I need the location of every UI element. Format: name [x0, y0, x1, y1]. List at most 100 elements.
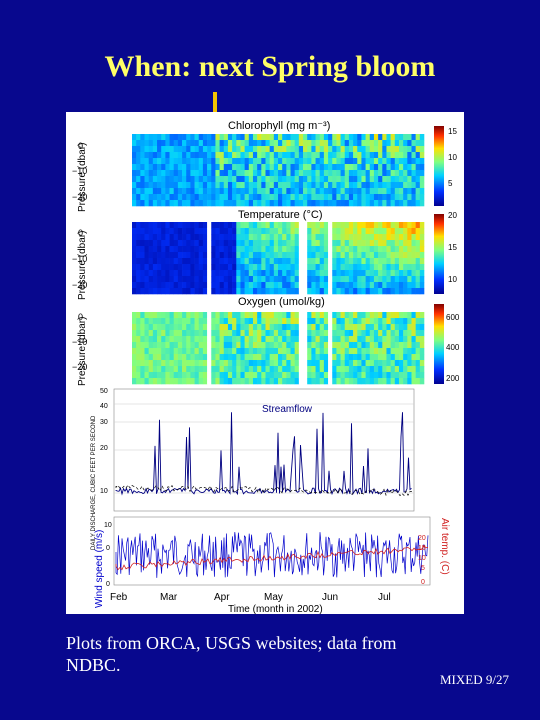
heatmap-cell	[353, 330, 358, 337]
heatmap-cell	[390, 342, 396, 349]
heatmap-cell	[282, 252, 287, 259]
heatmap-cell	[261, 324, 266, 331]
heatmap-cell	[290, 270, 295, 277]
heatmap-cell	[148, 140, 154, 147]
heatmap-cell	[182, 288, 187, 295]
heatmap-cell	[244, 182, 250, 189]
heatmap-cell	[298, 240, 304, 247]
heatmap-cell	[215, 258, 220, 265]
heatmap-cell	[182, 354, 187, 361]
heatmap-cell	[290, 234, 295, 241]
heatmap-cell	[236, 158, 241, 165]
heatmap-cell	[194, 182, 200, 189]
slide-number: MIXED 9/27	[440, 672, 509, 687]
heatmap-cell	[378, 342, 383, 349]
heatmap-cell	[236, 258, 241, 265]
heatmap-cell	[248, 348, 254, 355]
heatmap-cell	[290, 324, 295, 331]
heatmap-cell	[365, 264, 371, 271]
heatmap-cell	[411, 330, 416, 337]
heatmap-cell	[198, 270, 204, 277]
heatmap-cell	[419, 170, 425, 177]
heatmap-cell	[215, 378, 220, 385]
heatmap-cell	[278, 228, 283, 235]
heatmap-cell	[232, 182, 237, 189]
heatmap-cell	[236, 372, 241, 379]
heatmap-cell	[403, 318, 408, 325]
heatmap-cell	[244, 146, 250, 153]
heatmap-cell	[144, 176, 149, 183]
heatmap-cell	[386, 378, 391, 385]
heatmap-cell	[227, 170, 233, 177]
heatmap-cell	[353, 318, 358, 325]
heatmap-cell	[265, 146, 270, 153]
heatmap-cell	[240, 152, 245, 159]
heatmap-cell	[190, 378, 195, 385]
heatmap-cell	[169, 146, 175, 153]
heatmap-cell	[244, 282, 250, 289]
heatmap-cell	[215, 164, 220, 171]
heatmap-cell	[311, 264, 316, 271]
heatmap-cell	[219, 194, 225, 201]
heatmap-cell	[394, 312, 400, 319]
heatmap-cell	[207, 330, 212, 337]
heatmap-cell	[382, 182, 387, 189]
heatmap-cell	[332, 264, 337, 271]
heatmap-cell	[394, 318, 400, 325]
heatmap-cell	[227, 372, 233, 379]
heatmap-cell	[194, 360, 200, 367]
heatmap-cell	[190, 324, 195, 331]
heatmap-cell	[161, 194, 166, 201]
heatmap-cell	[332, 252, 337, 259]
heatmap-cell	[248, 170, 254, 177]
heatmap-cell	[407, 258, 412, 265]
heatmap-cell	[252, 354, 258, 361]
heatmap-cell	[353, 282, 358, 289]
heatmap-cell	[394, 288, 400, 295]
heatmap-cell	[298, 182, 304, 189]
heatmap-cell	[311, 240, 316, 247]
heatmap-cell	[298, 170, 304, 177]
heatmap-cell	[357, 336, 362, 343]
heatmap-cell	[269, 354, 275, 361]
heatmap-cell	[344, 234, 350, 241]
heatmap-cell	[240, 324, 245, 331]
heatmap-cell	[169, 372, 175, 379]
heatmap-cell	[161, 240, 166, 247]
heatmap-cell	[319, 258, 325, 265]
heatmap-cell	[148, 282, 154, 289]
heatmap-cell	[144, 164, 149, 171]
heatmap-cell	[182, 366, 187, 373]
heatmap-cell	[232, 188, 237, 195]
heatmap-cell	[202, 348, 208, 355]
heatmap-cell	[419, 234, 425, 241]
heatmap-cell	[211, 342, 216, 349]
heatmap-cell	[240, 288, 245, 295]
heatmap-cell	[157, 378, 162, 385]
heatmap-cell	[290, 252, 295, 259]
heatmap-cell	[161, 366, 166, 373]
heatmap-cell	[323, 342, 329, 349]
heatmap-cell	[361, 246, 366, 253]
heatmap-cell	[169, 140, 175, 147]
heatmap-cell	[132, 330, 137, 337]
heatmap-cell	[173, 318, 179, 325]
streamflow-gridlines	[114, 403, 414, 494]
heatmap-cell	[190, 176, 195, 183]
heatmap-cell	[198, 176, 204, 183]
heatmap-cell	[161, 152, 166, 159]
heatmap-cell	[419, 188, 425, 195]
heatmap-cell	[294, 348, 300, 355]
heatmap-cell	[278, 324, 283, 331]
heatmap-cell	[169, 264, 175, 271]
heatmap-cell	[152, 378, 158, 385]
heatmap-cell	[265, 194, 270, 201]
heatmap-cell	[240, 264, 245, 271]
heatmap-cell	[215, 246, 220, 253]
heatmap-cell	[211, 258, 216, 265]
streamflow-line	[115, 412, 412, 496]
heatmap-cell	[403, 312, 408, 319]
heatmap-cell	[373, 252, 379, 259]
heatmap-cell	[294, 188, 300, 195]
heatmap-cell	[186, 282, 191, 289]
